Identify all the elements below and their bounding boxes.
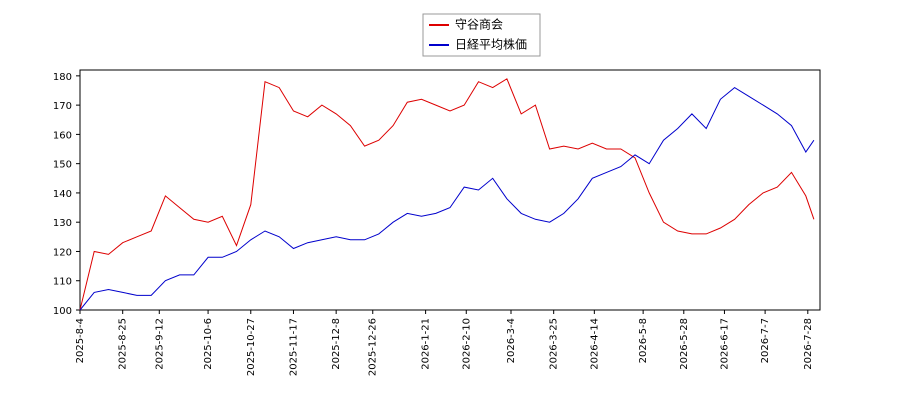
x-tick-label: 2026-7-28 <box>803 318 814 370</box>
y-tick-label: 160 <box>53 130 72 141</box>
x-tick-label: 2025-10-6 <box>203 318 214 370</box>
x-tick-label: 2025-12-8 <box>331 318 342 370</box>
x-tick-label: 2026-5-28 <box>679 318 690 370</box>
y-tick-label: 170 <box>53 101 72 112</box>
x-tick-label: 2026-6-17 <box>719 318 730 370</box>
y-tick-label: 110 <box>53 277 72 288</box>
x-tick-label: 2026-5-8 <box>638 318 649 363</box>
x-tick-label: 2026-1-21 <box>421 318 432 370</box>
y-tick-label: 130 <box>53 218 72 229</box>
y-tick-label: 120 <box>53 247 72 258</box>
x-tick-label: 2026-3-4 <box>506 318 517 363</box>
y-tick-label: 150 <box>53 160 72 171</box>
legend-label: 守谷商会 <box>455 17 503 32</box>
x-tick-label: 2025-11-17 <box>288 318 299 376</box>
x-tick-label: 2026-2-10 <box>461 318 472 370</box>
x-tick-label: 2025-12-26 <box>368 318 379 376</box>
x-tick-label: 2025-9-12 <box>154 318 165 370</box>
plot-frame <box>79 69 821 311</box>
legend-label: 日経平均株価 <box>455 37 527 52</box>
y-tick-label: 100 <box>53 306 72 317</box>
y-tick-label: 180 <box>53 72 72 83</box>
x-tick-label: 2025-10-27 <box>246 318 257 376</box>
series-line <box>79 86 815 311</box>
x-tick-label: 2025-8-25 <box>118 318 129 370</box>
y-tick-label: 140 <box>53 189 72 200</box>
series-line <box>79 78 815 311</box>
x-tick-label: 2026-4-14 <box>589 318 600 370</box>
x-tick-label: 2026-7-7 <box>760 318 771 363</box>
legend-box <box>422 13 541 57</box>
x-tick-label: 2025-8-4 <box>75 318 86 363</box>
x-tick-label: 2026-3-25 <box>549 318 560 370</box>
